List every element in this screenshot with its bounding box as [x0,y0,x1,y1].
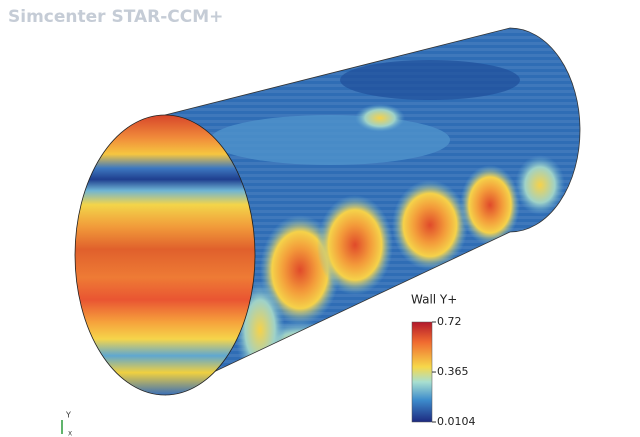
colorbar [411,321,433,423]
triad-label: Y [65,411,71,420]
colorbar-tick-label: 0.0104 [437,415,476,428]
triad-label: X [68,431,72,437]
app-title: Simcenter STAR-CCM+ [8,7,223,27]
colorbar-tick-label: 0.365 [437,365,469,378]
colorbar-tick-label: 0.72 [437,315,462,328]
colorbar-title: Wall Y+ [411,293,457,307]
cylinder-end [74,114,256,396]
cylinder-outline [164,27,581,396]
